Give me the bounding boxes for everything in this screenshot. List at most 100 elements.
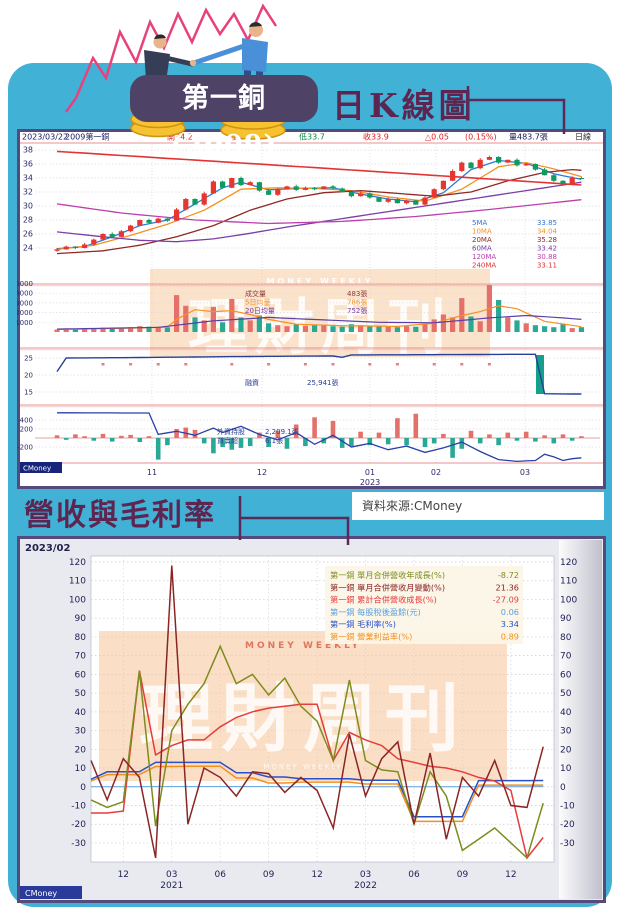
svg-text:40: 40 xyxy=(560,708,572,718)
svg-text:34.04: 34.04 xyxy=(537,228,558,236)
svg-text:-30: -30 xyxy=(71,839,86,849)
svg-text:21.36: 21.36 xyxy=(496,582,519,592)
svg-text:第一銅 單月合併營收年成長(%): 第一銅 單月合併營收年成長(%) xyxy=(330,570,445,580)
svg-text:25,941張: 25,941張 xyxy=(307,379,339,387)
svg-text:-20: -20 xyxy=(560,820,575,830)
svg-text:融資: 融資 xyxy=(245,378,259,387)
kline-chart: 2023/03/222009第一銅開34.2高34.25低33.7收33.9△0… xyxy=(15,129,606,493)
svg-text:03: 03 xyxy=(166,870,177,880)
svg-text:09: 09 xyxy=(263,870,275,880)
svg-text:01: 01 xyxy=(365,468,375,477)
svg-text:10: 10 xyxy=(560,764,572,774)
svg-text:20: 20 xyxy=(560,745,572,755)
data-source-box: 資料來源:CMoney xyxy=(352,492,604,520)
svg-text:50: 50 xyxy=(560,689,572,699)
svg-text:收33.9: 收33.9 xyxy=(363,132,389,142)
svg-text:12: 12 xyxy=(505,870,516,880)
svg-text:0: 0 xyxy=(80,783,86,793)
chart-type-title: 日K線圖 xyxy=(332,86,476,125)
svg-text:15: 15 xyxy=(24,389,33,397)
svg-text:30: 30 xyxy=(560,727,572,737)
svg-text:120: 120 xyxy=(69,558,86,568)
svg-text:20: 20 xyxy=(24,372,33,380)
svg-text:2000: 2000 xyxy=(17,309,33,317)
svg-text:量483.7張: 量483.7張 xyxy=(509,133,548,142)
section-title: 營收與毛利率 xyxy=(24,498,216,533)
svg-text:50: 50 xyxy=(75,689,87,699)
svg-text:MONEY WEEKLY: MONEY WEEKLY xyxy=(245,641,361,651)
svg-text:60: 60 xyxy=(75,670,87,680)
svg-text:0.06: 0.06 xyxy=(501,607,519,617)
svg-text:第一銅 營業利益率(%): 第一銅 營業利益率(%) xyxy=(330,632,412,642)
svg-text:買賣超: 買賣超 xyxy=(217,436,238,445)
svg-text:06: 06 xyxy=(214,870,226,880)
svg-text:-8.72: -8.72 xyxy=(498,570,519,580)
svg-text:26: 26 xyxy=(23,230,33,239)
svg-text:200: 200 xyxy=(20,426,33,434)
revenue-margin-chart: 2023/02 120 120 110 110 100 100 90 90 80 80 70 70 60 6… xyxy=(17,536,606,907)
svg-text:0.89: 0.89 xyxy=(501,632,519,642)
svg-text:CMoney: CMoney xyxy=(23,465,51,473)
svg-text:03: 03 xyxy=(360,870,371,880)
svg-text:第一銅 每股稅後盈餘(元): 第一銅 每股稅後盈餘(元) xyxy=(330,607,421,617)
svg-text:02: 02 xyxy=(431,468,441,477)
svg-text:2023/02: 2023/02 xyxy=(25,543,70,554)
svg-text:20: 20 xyxy=(75,745,87,755)
svg-text:30: 30 xyxy=(75,727,87,737)
svg-text:MONEY WEEKLY: MONEY WEEKLY xyxy=(263,763,342,771)
svg-text:4000: 4000 xyxy=(17,290,33,298)
svg-text:2021: 2021 xyxy=(160,881,183,891)
svg-text:12: 12 xyxy=(257,468,267,477)
svg-text:38: 38 xyxy=(23,146,33,155)
svg-text:60: 60 xyxy=(560,670,572,680)
svg-text:80: 80 xyxy=(75,633,87,643)
svg-text:110: 110 xyxy=(69,577,86,587)
svg-text:12: 12 xyxy=(311,870,322,880)
svg-text:-30: -30 xyxy=(560,839,575,849)
svg-text:MONEY WEEKLY: MONEY WEEKLY xyxy=(266,277,373,286)
svg-text:2009第一銅: 2009第一銅 xyxy=(65,132,109,142)
svg-text:-200: -200 xyxy=(17,444,33,452)
svg-text:100: 100 xyxy=(69,595,86,605)
svg-text:09: 09 xyxy=(457,870,469,880)
pink-trend-line-icon xyxy=(64,3,278,113)
svg-text:-10: -10 xyxy=(71,801,86,811)
svg-text:3.34: 3.34 xyxy=(501,619,519,629)
svg-text:483張: 483張 xyxy=(347,290,367,298)
svg-text:100: 100 xyxy=(560,595,577,605)
svg-text:240MA: 240MA xyxy=(472,262,496,270)
svg-text:1000: 1000 xyxy=(17,319,33,327)
svg-text:5MA: 5MA xyxy=(472,219,487,227)
svg-text:90: 90 xyxy=(75,614,87,624)
svg-text:2022: 2022 xyxy=(354,881,377,891)
svg-text:2,209.1張: 2,209.1張 xyxy=(265,428,299,436)
bracket-line-kline xyxy=(466,86,566,134)
svg-text:-10: -10 xyxy=(560,801,575,811)
svg-text:0: 0 xyxy=(560,783,566,793)
svg-text:70: 70 xyxy=(560,652,572,662)
svg-text:32: 32 xyxy=(23,188,33,197)
svg-text:33.42: 33.42 xyxy=(537,245,557,253)
svg-text:25: 25 xyxy=(24,355,33,363)
svg-text:10: 10 xyxy=(75,764,87,774)
svg-text:-20: -20 xyxy=(71,820,86,830)
svg-text:第一銅 毛利率(%): 第一銅 毛利率(%) xyxy=(330,619,396,629)
svg-text:33.11: 33.11 xyxy=(537,262,557,270)
svg-text:70: 70 xyxy=(75,652,87,662)
svg-text:2023: 2023 xyxy=(360,478,380,487)
svg-text:20MA: 20MA xyxy=(472,236,492,244)
svg-text:CMoney: CMoney xyxy=(25,889,57,898)
svg-text:40: 40 xyxy=(75,708,87,718)
svg-text:34: 34 xyxy=(23,174,33,183)
svg-text:752張: 752張 xyxy=(347,307,367,315)
svg-text:第一銅 單月合併營收月變動(%): 第一銅 單月合併營收月變動(%) xyxy=(330,582,445,592)
svg-text:33.85: 33.85 xyxy=(537,219,557,227)
svg-text:20日均量: 20日均量 xyxy=(245,306,275,315)
svg-text:6.1張: 6.1張 xyxy=(265,437,283,445)
svg-text:03: 03 xyxy=(520,468,530,477)
svg-text:10MA: 10MA xyxy=(472,228,492,236)
svg-text:低33.7: 低33.7 xyxy=(299,132,325,142)
svg-text:90: 90 xyxy=(560,614,572,624)
svg-text:外資持股: 外資持股 xyxy=(217,427,245,436)
